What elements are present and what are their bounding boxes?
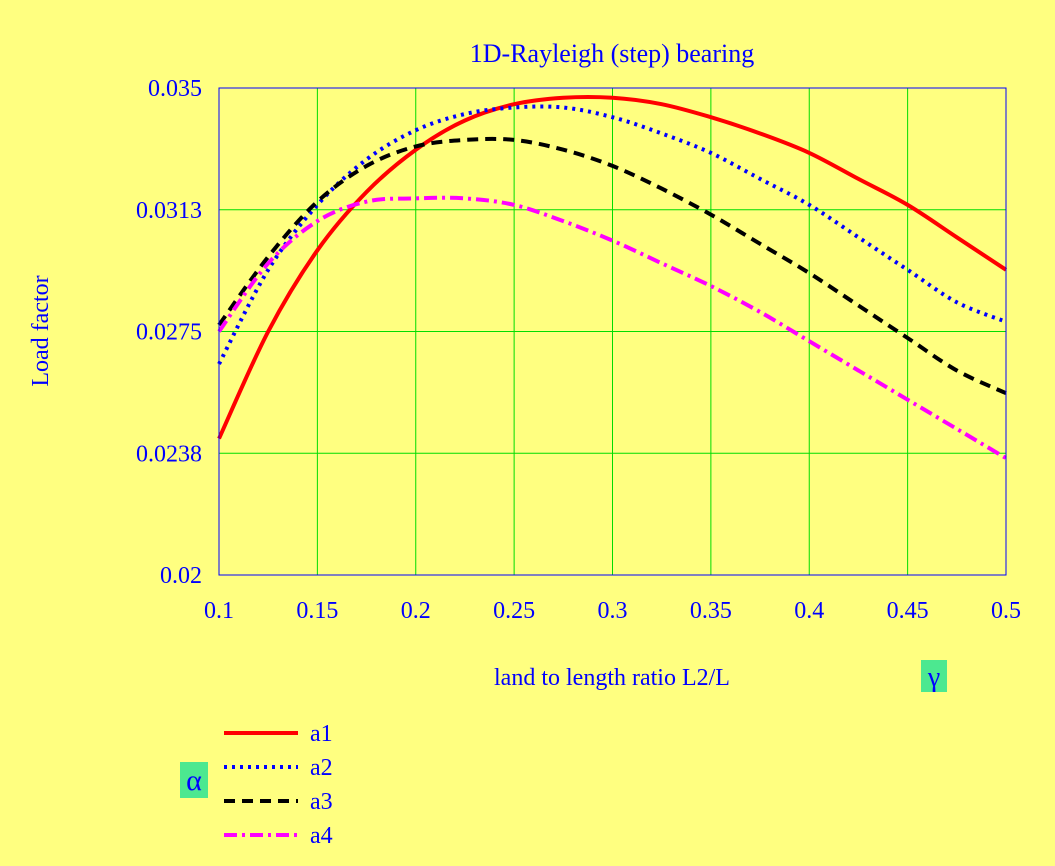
y-axis-label: Load factor — [28, 275, 54, 386]
x-tick-label: 0.2 — [401, 598, 431, 624]
x-symbol-highlight — [921, 660, 947, 692]
legend-label-a4: a4 — [310, 823, 333, 849]
series-line-a3 — [217, 136, 1007, 396]
legend-symbol: α — [186, 764, 202, 797]
x-tick-label: 0.1 — [204, 598, 234, 624]
y-tick-label: 0.02 — [160, 563, 202, 589]
y-tick-label: 0.035 — [148, 76, 202, 102]
legend-symbol-highlight — [180, 762, 208, 798]
grid — [219, 88, 1006, 575]
x-tick-label: 0.35 — [690, 598, 732, 624]
x-tick-label: 0.3 — [598, 598, 628, 624]
x-axis-label: land to length ratio L2/L — [494, 665, 730, 691]
legend: a1 a2 a3 a4 — [224, 721, 333, 849]
series-line-a4 — [217, 195, 1008, 460]
legend-label-a3: a3 — [310, 789, 333, 815]
legend-label-a1: a1 — [310, 721, 333, 747]
y-tick-label: 0.0275 — [136, 320, 202, 346]
x-tick-label: 0.15 — [296, 598, 338, 624]
y-tick-labels: 0.02 0.0238 0.0275 0.0313 0.035 — [136, 76, 202, 589]
chart-title: 1D-Rayleigh (step) bearing — [470, 39, 754, 68]
legend-label-a2: a2 — [310, 755, 333, 781]
plot-frame — [218, 87, 1007, 576]
x-tick-label: 0.45 — [887, 598, 929, 624]
x-tick-label: 0.25 — [493, 598, 535, 624]
x-symbol: γ — [927, 662, 940, 693]
series-lines — [217, 94, 1008, 460]
y-tick-label: 0.0238 — [136, 441, 202, 467]
x-tick-label: 0.5 — [991, 598, 1021, 624]
x-tick-labels: 0.1 0.15 0.2 0.25 0.3 0.35 0.4 0.45 0.5 — [204, 598, 1021, 624]
x-tick-label: 0.4 — [794, 598, 824, 624]
series-line-a1 — [217, 94, 1008, 440]
y-tick-label: 0.0313 — [136, 198, 202, 224]
